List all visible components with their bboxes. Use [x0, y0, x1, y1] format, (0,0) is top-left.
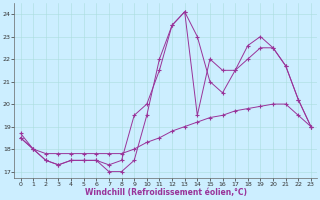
X-axis label: Windchill (Refroidissement éolien,°C): Windchill (Refroidissement éolien,°C): [85, 188, 247, 197]
